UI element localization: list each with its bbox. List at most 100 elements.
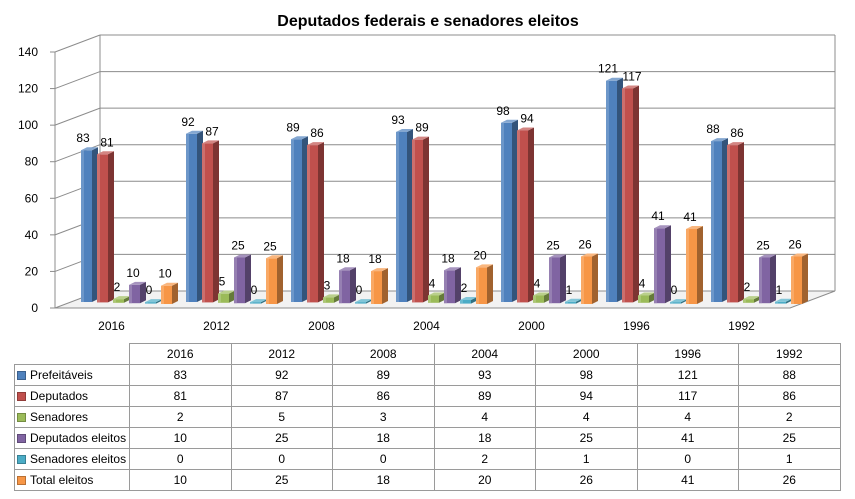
data-label: 4 [534, 276, 541, 290]
bar [81, 147, 98, 302]
bar [743, 296, 760, 303]
data-label: 25 [263, 239, 277, 253]
table-cell: 25 [738, 427, 841, 449]
table-row: Deputados eleitos 10 25 18 18 25 41 25 [14, 427, 841, 449]
bar [670, 299, 687, 304]
table-cell: 2 [129, 406, 232, 428]
legend-label: Senadores [30, 410, 89, 424]
bar [145, 299, 162, 304]
legend-key [17, 371, 26, 381]
legend-label: Total eleitos [30, 473, 94, 487]
table-column-header: 2016 [129, 343, 232, 365]
bar [775, 298, 792, 304]
data-label: 86 [730, 126, 744, 140]
data-label: 98 [496, 104, 510, 118]
bar [727, 142, 744, 303]
bar [307, 142, 324, 303]
data-label: 0 [356, 283, 363, 297]
bar [501, 119, 518, 302]
table-cell: 1 [535, 448, 638, 470]
gridline-side [54, 107, 101, 126]
y-tick-label: 120 [18, 82, 38, 96]
table-cell: 5 [230, 406, 333, 428]
table-row: Senadores 2 5 3 4 4 4 2 [14, 406, 841, 428]
table-cell: 26 [738, 469, 841, 491]
table-cell: 121 [636, 364, 739, 386]
data-label: 81 [100, 135, 114, 149]
table-row: Senadores eleitos 0 0 0 2 1 0 1 [14, 448, 841, 470]
x-tick-label: 2012 [203, 319, 230, 333]
x-tick-label: 1996 [623, 319, 650, 333]
table-cell: 83 [129, 364, 232, 386]
bar [533, 292, 550, 303]
bar [654, 225, 671, 304]
gridline-side [54, 34, 101, 53]
data-label: 89 [415, 121, 429, 135]
data-label: 83 [76, 131, 90, 145]
bar [186, 130, 203, 302]
data-label: 26 [788, 237, 802, 251]
bar [711, 138, 728, 302]
data-label: 4 [639, 276, 646, 290]
bar [517, 127, 534, 303]
data-label: 26 [578, 237, 592, 251]
table-cell: 10 [129, 427, 232, 449]
series-name-cell: Senadores eleitos [14, 448, 130, 470]
data-label: 5 [219, 275, 226, 289]
data-label: 10 [158, 267, 172, 281]
bars [81, 77, 808, 304]
y-axis: 0 20 40 60 80 100 120 140 [18, 45, 55, 315]
data-label: 10 [126, 266, 140, 280]
table-cell: 86 [332, 385, 435, 407]
table-header-row: 2016 2012 2008 2004 2000 1996 1992 [15, 343, 841, 365]
table-cell: 2 [738, 406, 841, 428]
data-label: 25 [231, 238, 245, 252]
series-name-cell: Deputados eleitos [14, 427, 130, 449]
data-label: 25 [756, 238, 770, 252]
bar [323, 294, 340, 303]
table-cell: 3 [332, 406, 435, 428]
data-label: 18 [441, 251, 455, 265]
data-label: 0 [251, 283, 258, 297]
table-cell: 0 [129, 448, 232, 470]
data-label: 87 [205, 124, 219, 138]
data-label: 2 [114, 280, 121, 294]
table-row: Prefeitáveis 83 92 89 93 98 121 88 [14, 364, 841, 386]
bar [234, 254, 251, 304]
data-label: 25 [546, 238, 560, 252]
series-name-cell: Prefeitáveis [14, 364, 130, 386]
data-label: 2 [744, 280, 751, 294]
bar [339, 267, 356, 304]
bar [759, 254, 776, 304]
legend-label: Prefeitáveis [30, 368, 93, 382]
bar [291, 136, 308, 302]
table-cell: 1 [738, 448, 841, 470]
table-cell: 89 [433, 385, 536, 407]
table-cell: 2 [433, 448, 536, 470]
data-label: 20 [473, 248, 487, 262]
legend-key [17, 392, 26, 402]
data-label: 41 [683, 210, 697, 224]
bar [161, 282, 178, 304]
data-label: 3 [324, 278, 331, 292]
data-label: 88 [706, 122, 720, 136]
table-cell: 4 [636, 406, 739, 428]
legend-label: Deputados [30, 389, 89, 403]
bar [218, 290, 235, 303]
y-tick-label: 80 [25, 155, 39, 169]
bar [113, 296, 130, 303]
bar [371, 268, 388, 304]
x-tick-label: 2008 [308, 319, 335, 333]
bar [202, 140, 219, 303]
table-cell: 81 [129, 385, 232, 407]
table-cell: 4 [433, 406, 536, 428]
data-label: 41 [651, 209, 665, 223]
bar [97, 151, 114, 303]
series-name-cell: Total eleitos [14, 469, 130, 491]
bar [396, 128, 413, 302]
table-cell: 0 [230, 448, 333, 470]
data-label: 1 [566, 283, 573, 297]
series-name-cell: Deputados [14, 385, 130, 407]
table-row: Deputados 81 87 86 89 94 117 86 [14, 385, 841, 407]
